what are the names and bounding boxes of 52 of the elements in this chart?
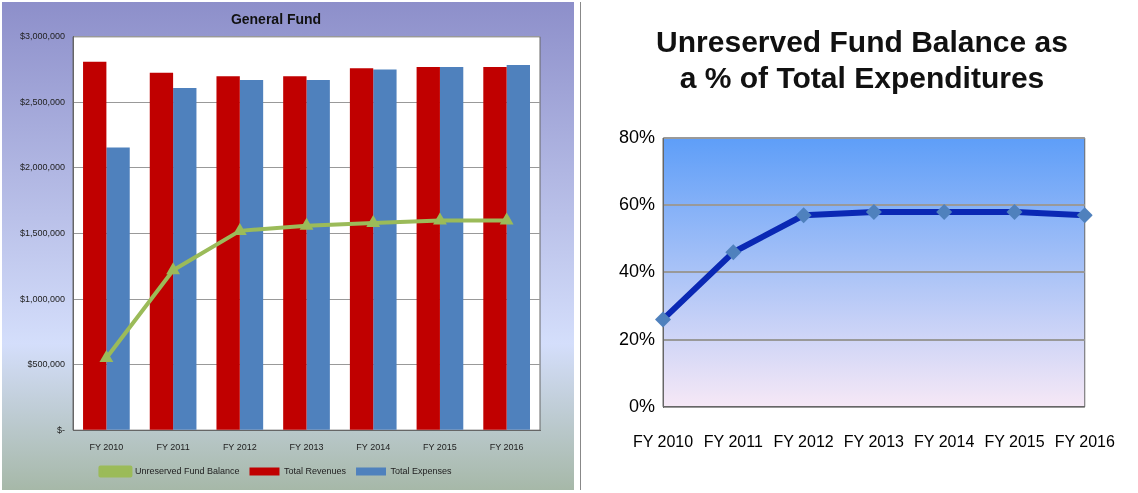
y-tick-label: 80% bbox=[619, 126, 656, 147]
point bbox=[433, 212, 447, 225]
y-tick-label: 0% bbox=[629, 395, 656, 416]
bar bbox=[306, 80, 330, 430]
x-tick-label: FY 2012 bbox=[773, 432, 834, 450]
y-tick-label: $- bbox=[57, 424, 66, 435]
x-tick-label: FY 2014 bbox=[356, 442, 391, 453]
bar bbox=[506, 64, 530, 430]
legend-label: Total Revenues bbox=[283, 465, 347, 476]
bar bbox=[83, 61, 107, 430]
point bbox=[232, 222, 247, 235]
chart-title: Unreserved Fund Balance as a % of Total Expenditures bbox=[656, 25, 1068, 95]
y-tick-label: 40% bbox=[619, 261, 656, 282]
y-tick-label: 60% bbox=[619, 194, 656, 215]
y-tick-label: $500,000 bbox=[27, 359, 66, 370]
bar bbox=[149, 72, 174, 430]
bar bbox=[283, 76, 307, 430]
y-tick-label: $1,000,000 bbox=[20, 293, 66, 304]
legend-label: Total Expenses bbox=[390, 465, 453, 476]
x-tick-label: FY 2015 bbox=[423, 442, 457, 453]
x-tick-label: FY 2011 bbox=[156, 442, 190, 453]
point bbox=[499, 212, 514, 225]
bar bbox=[106, 147, 130, 430]
x-tick-label: FY 2011 bbox=[703, 432, 763, 450]
point bbox=[366, 215, 381, 228]
bar bbox=[349, 68, 374, 430]
bar bbox=[239, 80, 264, 430]
x-tick-label: FY 2015 bbox=[984, 432, 1045, 450]
bar bbox=[373, 69, 397, 430]
x-tick-label: FY 2014 bbox=[914, 432, 975, 450]
y-tick-label: $3,000,000 bbox=[20, 31, 66, 42]
bar bbox=[216, 76, 240, 430]
point bbox=[166, 262, 181, 275]
chart-title: General Fund bbox=[230, 11, 322, 28]
point bbox=[299, 217, 314, 230]
point bbox=[99, 350, 114, 363]
bar bbox=[416, 66, 440, 430]
x-tick-label: FY 2016 bbox=[489, 442, 524, 453]
y-tick-label: 20% bbox=[619, 328, 656, 349]
bar bbox=[439, 66, 464, 430]
x-tick-label: FY 2013 bbox=[289, 442, 324, 453]
x-tick-label: FY 2010 bbox=[632, 432, 694, 450]
y-tick-label: $1,500,000 bbox=[20, 227, 66, 238]
x-tick-label: FY 2010 bbox=[89, 442, 124, 453]
y-tick-label: $2,500,000 bbox=[20, 96, 66, 107]
bar bbox=[483, 66, 507, 430]
x-tick-label: FY 2016 bbox=[1054, 432, 1115, 450]
x-tick-label: FY 2013 bbox=[843, 432, 905, 450]
x-tick-label: FY 2012 bbox=[222, 442, 257, 453]
legend-label: Unreserved Fund Balance bbox=[134, 465, 240, 476]
bar bbox=[173, 87, 197, 430]
y-tick-label: $2,000,000 bbox=[20, 162, 66, 173]
